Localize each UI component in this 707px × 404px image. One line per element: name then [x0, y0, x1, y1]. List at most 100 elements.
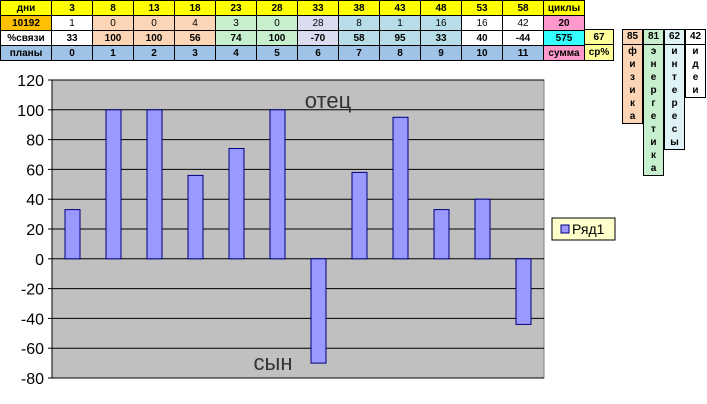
column-letter: с: [671, 124, 678, 135]
bar: [64, 209, 81, 260]
table-cell: 3: [215, 15, 257, 31]
column-letter: к: [629, 98, 635, 109]
table-cell: 3: [174, 45, 216, 61]
column-letter: и: [671, 46, 678, 57]
table-cell: 3: [51, 0, 93, 16]
table-cell: 4: [174, 15, 216, 31]
row-right-cell: 20: [543, 15, 585, 31]
column-letter: г: [651, 98, 656, 109]
table-cell: 43: [379, 0, 421, 16]
table-cell: 100: [133, 30, 175, 46]
column-letter: е: [650, 72, 657, 83]
bar: [310, 258, 327, 364]
table-cell: 28: [256, 0, 298, 16]
column-letter: а: [650, 163, 657, 174]
y-tick-label: 0: [35, 252, 44, 269]
column-letter: р: [671, 98, 678, 109]
table-cell: 38: [338, 0, 380, 16]
table-cell: 95: [379, 30, 421, 46]
column-letter: к: [650, 150, 656, 161]
table-cell: 58: [502, 0, 544, 16]
y-tick-label: -80: [21, 371, 44, 388]
row-right-cell: сумма: [543, 45, 585, 61]
column-letter: т: [672, 72, 677, 83]
column-letter: е: [692, 72, 699, 83]
y-tick-label: 100: [17, 103, 44, 120]
column-letter: е: [671, 85, 678, 96]
table-cell: 33: [51, 30, 93, 46]
column-letter: и: [692, 46, 699, 57]
table-cell: 58: [338, 30, 380, 46]
y-tick-label: 120: [17, 73, 44, 90]
table-cell: 0: [92, 15, 134, 31]
table-cell: 33: [420, 30, 462, 46]
row-label: %связи: [0, 30, 52, 46]
row-counts: 10192 1 0 0 4 3 0 28 8 1 16 16 42 20: [0, 15, 585, 31]
data-table: дни 3 8 13 18 23 28 33 38 43 48 53 58 ци…: [0, 0, 585, 61]
column-letter: и: [692, 85, 699, 96]
table-cell: 16: [420, 15, 462, 31]
column-letter: и: [629, 85, 636, 96]
column-value: 42: [686, 30, 705, 45]
y-tick-label: 40: [26, 192, 44, 209]
row-label: планы: [0, 45, 52, 61]
row-percent: %связи 33 100 100 56 74 100 -70 58 95 33…: [0, 30, 585, 46]
table-cell: 1: [51, 15, 93, 31]
column-value: 81: [644, 30, 663, 45]
column-value: 62: [665, 30, 684, 45]
table-cell: 40: [461, 30, 503, 46]
annotation-top: отец: [305, 88, 352, 113]
column-letter: а: [629, 111, 636, 122]
table-cell: 13: [133, 0, 175, 16]
column-letter: з: [630, 72, 635, 83]
row-plans: планы 0 1 2 3 4 5 6 7 8 9 10 11 сумма: [0, 45, 585, 61]
annotation-bottom: сын: [254, 350, 293, 375]
column-value: 85: [623, 30, 642, 45]
bar: [187, 174, 204, 260]
row-days: дни 3 8 13 18 23 28 33 38 43 48 53 58 ци…: [0, 0, 585, 16]
table-cell: 48: [420, 0, 462, 16]
legend-label: Ряд1: [572, 221, 605, 237]
bar: [105, 109, 122, 260]
table-cell: 8: [338, 15, 380, 31]
table-cell: 100: [92, 30, 134, 46]
table-cell: 16: [461, 15, 503, 31]
table-cell: 33: [297, 0, 339, 16]
column-letter: ф: [628, 46, 637, 57]
table-cell: 7: [338, 45, 380, 61]
vertical-column-ideas: 42 и д е и: [685, 29, 706, 98]
legend-swatch: [560, 224, 570, 234]
table-cell: 18: [174, 0, 216, 16]
bar-chart: 120 100 80 60 40 20 0 -20 -40 -60 -80 отец сын Ряд1: [17, 73, 616, 388]
column-letter: и: [650, 137, 657, 148]
bar: [228, 148, 245, 260]
y-tick-label: -40: [21, 311, 44, 328]
table-cell: 4: [215, 45, 257, 61]
bar: [392, 116, 409, 260]
table-cell: 6: [297, 45, 339, 61]
column-letter: р: [650, 85, 657, 96]
vertical-column-physics: 85 ф и з и к а: [622, 29, 643, 124]
table-cell: 0: [51, 45, 93, 61]
table-cell: 100: [256, 30, 298, 46]
y-tick-label: 80: [26, 133, 44, 150]
table-cell: 5: [256, 45, 298, 61]
table-cell: 53: [461, 0, 503, 16]
table-cell: -70: [297, 30, 339, 46]
vertical-column-energetics: 81 э н е р г е т и к а: [643, 29, 664, 176]
table-cell: 28: [297, 15, 339, 31]
bar: [351, 171, 368, 260]
column-letter: н: [671, 59, 678, 70]
table-cell: 8: [92, 0, 134, 16]
table-cell: 1: [379, 15, 421, 31]
table-cell: 11: [502, 45, 544, 61]
bar: [269, 109, 286, 260]
column-letter: э: [650, 46, 657, 57]
bar: [146, 109, 163, 260]
column-letter: е: [671, 111, 678, 122]
y-tick-label: -60: [21, 341, 44, 358]
column-letter: е: [650, 111, 657, 122]
column-letter: н: [650, 59, 657, 70]
row-right-cell: циклы: [543, 0, 585, 16]
table-cell: 1: [92, 45, 134, 61]
